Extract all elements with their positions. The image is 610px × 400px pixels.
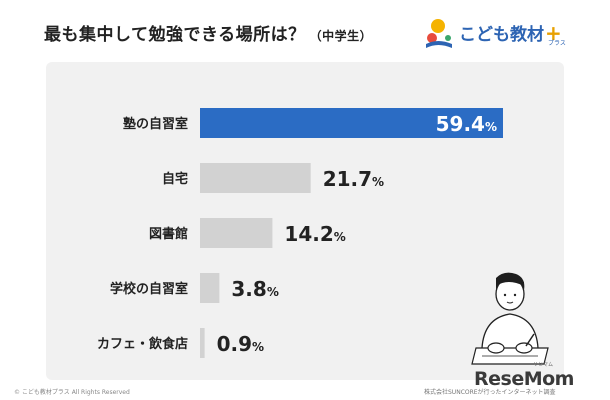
- logo-text: こども教材+: [459, 21, 562, 45]
- bar: [200, 163, 311, 193]
- bar: [200, 273, 220, 303]
- logo-sun-icon: [431, 19, 445, 33]
- bar: [200, 328, 205, 358]
- category-label: 自宅: [162, 171, 188, 187]
- value-label: 21.7%: [323, 167, 384, 191]
- logo-plus-mark: +: [545, 21, 562, 45]
- value-label: 59.4%: [436, 112, 497, 136]
- value-label: 0.9%: [217, 332, 264, 356]
- copyright-text: © こども教材プラス All Rights Reserved: [14, 389, 130, 396]
- title-text: 最も集中して勉強できる場所は？: [44, 25, 306, 45]
- category-label: カフェ・飲食店: [97, 336, 188, 352]
- student-illustration: [471, 272, 549, 365]
- chart-title: 最も集中して勉強できる場所は？ （中学生）: [44, 20, 372, 45]
- logo-mark: [426, 19, 452, 48]
- category-label: 塾の自習室: [123, 116, 188, 132]
- chart-subtitle: （中学生）: [309, 29, 373, 43]
- logo-subtext: プラス: [548, 40, 566, 47]
- value-label: 14.2%: [284, 222, 345, 246]
- resemom-watermark: ReseMom: [474, 368, 574, 390]
- value-label: 3.8%: [231, 277, 278, 301]
- bar: [200, 218, 273, 248]
- category-label: 図書館: [149, 226, 188, 242]
- category-label: 学校の自習室: [110, 281, 188, 297]
- resemom-watermark-kana: リセマム: [533, 362, 554, 368]
- bar: [200, 108, 503, 138]
- source-note: 株式会社SUNCOREが行ったインターネット調査: [424, 389, 556, 396]
